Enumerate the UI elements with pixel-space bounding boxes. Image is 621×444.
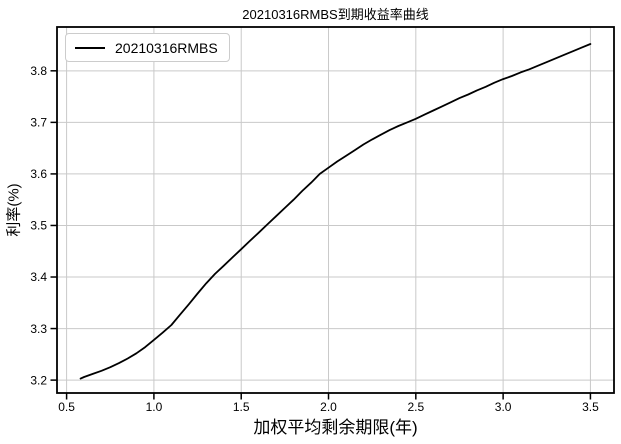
legend-series-label: 20210316RMBS (115, 39, 218, 56)
y-tick-label: 3.4 (30, 270, 47, 284)
y-tick-label: 3.5 (30, 219, 47, 233)
y-tick-label: 3.7 (30, 116, 47, 130)
x-tick-label: 1.0 (146, 400, 163, 414)
y-tick-label: 3.8 (30, 64, 47, 78)
x-tick-label: 2.5 (407, 400, 424, 414)
y-tick-label: 3.3 (30, 322, 47, 336)
legend-line-sample (75, 46, 105, 49)
y-axis-label: 利率(%) (5, 183, 23, 237)
x-axis-label: 加权平均剩余期限(年) (253, 418, 418, 437)
x-tick-label: 0.5 (58, 400, 75, 414)
y-tick-label: 3.2 (30, 373, 47, 387)
y-tick-label: 3.6 (30, 167, 47, 181)
chart-title: 20210316RMBS到期收益率曲线 (242, 7, 429, 22)
x-tick-label: 2.0 (320, 400, 337, 414)
legend: 20210316RMBS (65, 33, 230, 62)
plot-border (56, 26, 615, 394)
x-tick-label: 3.5 (582, 400, 599, 414)
x-tick-label: 1.5 (233, 400, 250, 414)
series-line-20210316RMBS (79, 43, 592, 380)
x-tick-label: 3.0 (495, 400, 512, 414)
